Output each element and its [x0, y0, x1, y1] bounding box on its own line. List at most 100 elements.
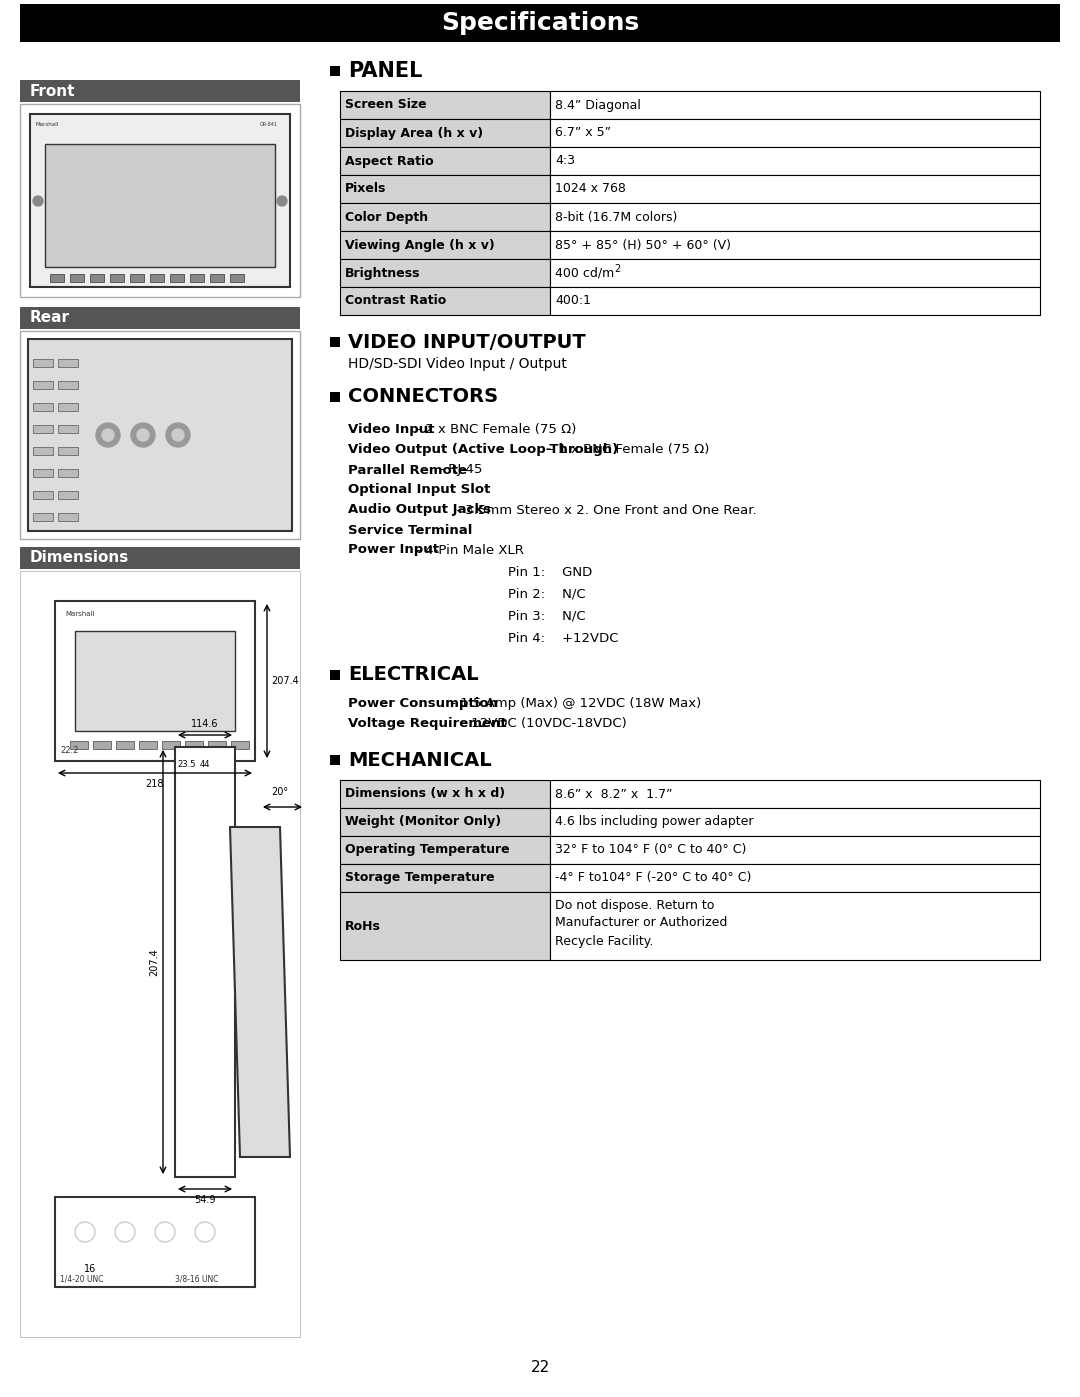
- Bar: [170, 274, 184, 282]
- Bar: [340, 863, 550, 893]
- Text: Dimensions: Dimensions: [30, 550, 130, 566]
- Bar: [550, 147, 1040, 175]
- Bar: [58, 513, 78, 521]
- Text: Weight (Monitor Only): Weight (Monitor Only): [345, 816, 501, 828]
- Text: - 1.5 Amp (Max) @ 12VDC (18W Max): - 1.5 Amp (Max) @ 12VDC (18W Max): [447, 697, 701, 710]
- Bar: [58, 425, 78, 433]
- Text: Operating Temperature: Operating Temperature: [345, 844, 510, 856]
- Text: Specifications: Specifications: [441, 11, 639, 35]
- Bar: [550, 203, 1040, 231]
- Text: -4° F to104° F (-20° C to 40° C): -4° F to104° F (-20° C to 40° C): [555, 872, 752, 884]
- Bar: [550, 863, 1040, 893]
- Bar: [185, 740, 203, 749]
- Text: 44: 44: [200, 760, 211, 768]
- Text: 8.4” Diagonal: 8.4” Diagonal: [555, 99, 640, 112]
- Bar: [231, 740, 249, 749]
- Bar: [28, 339, 292, 531]
- Text: 400:1: 400:1: [555, 295, 591, 307]
- Bar: [340, 175, 550, 203]
- Bar: [230, 274, 244, 282]
- Bar: [550, 91, 1040, 119]
- Bar: [175, 747, 235, 1178]
- Bar: [550, 258, 1040, 286]
- Text: Color Depth: Color Depth: [345, 211, 428, 224]
- Bar: [70, 740, 87, 749]
- Text: 4.6 lbs including power adapter: 4.6 lbs including power adapter: [555, 816, 754, 828]
- Bar: [340, 807, 550, 835]
- Text: 2: 2: [615, 264, 620, 274]
- Text: Video Output (Active Loop-Through): Video Output (Active Loop-Through): [348, 443, 618, 457]
- Bar: [21, 331, 300, 539]
- Bar: [208, 740, 226, 749]
- Text: 207.4: 207.4: [271, 676, 299, 686]
- Text: 32° F to 104° F (0° C to 40° C): 32° F to 104° F (0° C to 40° C): [555, 844, 746, 856]
- Bar: [33, 381, 53, 388]
- Bar: [33, 359, 53, 367]
- Text: 54.9: 54.9: [194, 1194, 216, 1206]
- Circle shape: [33, 196, 43, 205]
- Text: - 3.5mm Stereo x 2. One Front and One Rear.: - 3.5mm Stereo x 2. One Front and One Re…: [453, 503, 757, 517]
- Text: Screen Size: Screen Size: [345, 99, 427, 112]
- Bar: [110, 274, 124, 282]
- Text: Video Input: Video Input: [348, 423, 434, 436]
- Text: 16: 16: [84, 1264, 96, 1274]
- Polygon shape: [230, 827, 291, 1157]
- Bar: [58, 359, 78, 367]
- Bar: [33, 402, 53, 411]
- Bar: [93, 740, 111, 749]
- Text: Display Area (h x v): Display Area (h x v): [345, 127, 483, 140]
- Text: 8-bit (16.7M colors): 8-bit (16.7M colors): [555, 211, 677, 224]
- Text: Service Terminal: Service Terminal: [348, 524, 472, 536]
- Bar: [550, 807, 1040, 835]
- Bar: [340, 147, 550, 175]
- Text: Parallel Remote: Parallel Remote: [348, 464, 467, 476]
- Text: Brightness: Brightness: [345, 267, 420, 279]
- Text: 8.6” x  8.2” x  1.7”: 8.6” x 8.2” x 1.7”: [555, 788, 673, 800]
- Bar: [33, 425, 53, 433]
- Text: Marshall: Marshall: [35, 122, 58, 127]
- Bar: [21, 4, 1059, 42]
- Text: - RJ-45: - RJ-45: [435, 464, 483, 476]
- Bar: [340, 91, 550, 119]
- Text: HD/SD-SDI Video Input / Output: HD/SD-SDI Video Input / Output: [348, 358, 567, 372]
- Text: 1024 x 768: 1024 x 768: [555, 183, 626, 196]
- Text: 3/8-16 UNC: 3/8-16 UNC: [175, 1275, 218, 1284]
- Text: VIDEO INPUT/OUTPUT: VIDEO INPUT/OUTPUT: [348, 332, 585, 352]
- Text: 400 cd/m: 400 cd/m: [555, 267, 615, 279]
- Bar: [330, 754, 340, 766]
- Bar: [330, 337, 340, 346]
- Bar: [190, 274, 204, 282]
- Bar: [116, 740, 134, 749]
- Bar: [70, 274, 84, 282]
- Text: Power Input: Power Input: [348, 543, 438, 556]
- Bar: [33, 469, 53, 476]
- Bar: [550, 835, 1040, 863]
- Bar: [33, 447, 53, 455]
- Circle shape: [172, 429, 184, 441]
- Bar: [45, 144, 275, 267]
- Text: ELECTRICAL: ELECTRICAL: [348, 665, 478, 685]
- Bar: [58, 490, 78, 499]
- Bar: [75, 631, 235, 731]
- Bar: [550, 893, 1040, 960]
- Bar: [550, 780, 1040, 807]
- Bar: [340, 203, 550, 231]
- Bar: [340, 119, 550, 147]
- Text: Do not dispose. Return to: Do not dispose. Return to: [555, 898, 714, 911]
- Text: Pixels: Pixels: [345, 183, 387, 196]
- Text: 114.6: 114.6: [191, 719, 219, 729]
- Circle shape: [96, 423, 120, 447]
- Text: 6.7” x 5”: 6.7” x 5”: [555, 127, 611, 140]
- Text: Pin 3:    N/C: Pin 3: N/C: [508, 609, 585, 623]
- Bar: [58, 381, 78, 388]
- Bar: [50, 274, 64, 282]
- Bar: [55, 601, 255, 761]
- Bar: [21, 307, 300, 330]
- Bar: [58, 447, 78, 455]
- Bar: [33, 513, 53, 521]
- Text: Voltage Requirement: Voltage Requirement: [348, 717, 507, 729]
- Text: Pin 4:    +12VDC: Pin 4: +12VDC: [508, 631, 619, 644]
- Bar: [21, 80, 300, 102]
- Bar: [340, 835, 550, 863]
- Text: Power Consumption: Power Consumption: [348, 697, 498, 710]
